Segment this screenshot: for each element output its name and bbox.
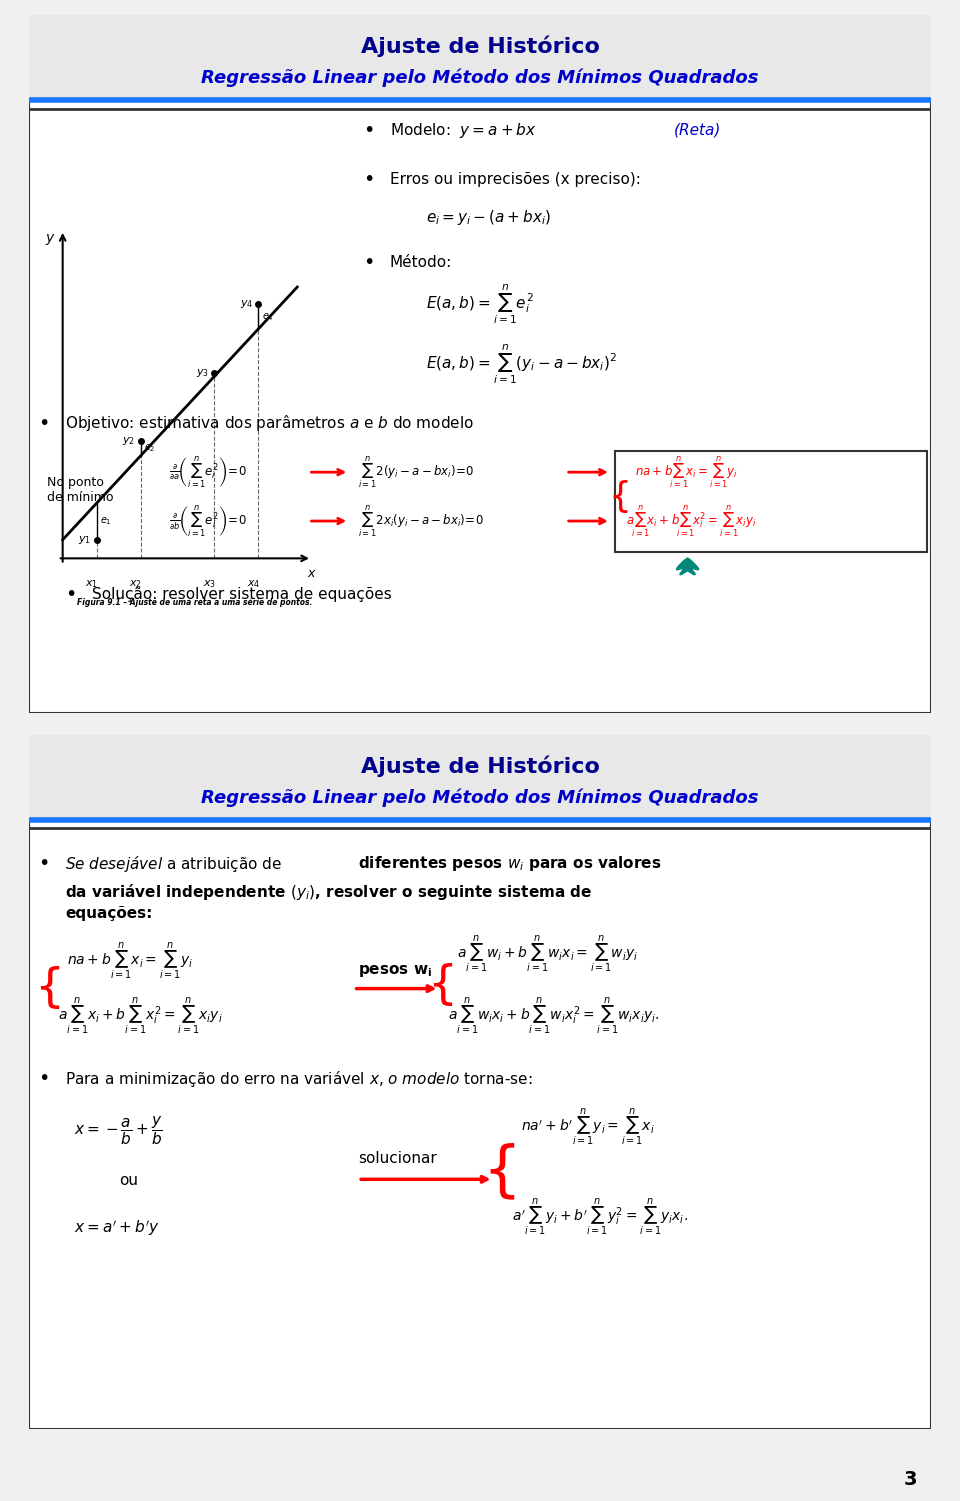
Text: •: • xyxy=(363,120,374,140)
Text: $x = -\dfrac{a}{b} + \dfrac{y}{b}$: $x = -\dfrac{a}{b} + \dfrac{y}{b}$ xyxy=(74,1114,163,1147)
Text: $\frac{\partial}{\partial a}\!\left(\sum_{i=1}^{n} e_i^2\right)\!=\!0$: $\frac{\partial}{\partial a}\!\left(\sum… xyxy=(169,455,247,489)
Text: $e_i = y_i - (a + bx_i)$: $e_i = y_i - (a + bx_i)$ xyxy=(426,209,551,227)
Text: $Se$ $desejável$ a atribuição de: $Se$ $desejável$ a atribuição de xyxy=(65,854,283,874)
Text: solucionar: solucionar xyxy=(358,1151,437,1166)
Text: $na + b\!\sum_{i=1}^{n}\! x_i = \sum_{i=1}^{n} y_i$: $na + b\!\sum_{i=1}^{n}\! x_i = \sum_{i=… xyxy=(636,455,738,489)
Text: •: • xyxy=(37,1069,49,1088)
Text: $y_4$: $y_4$ xyxy=(240,299,253,311)
FancyBboxPatch shape xyxy=(29,15,931,99)
Text: No ponto
de mínimo: No ponto de mínimo xyxy=(47,476,113,504)
Text: $y_1$: $y_1$ xyxy=(79,534,91,546)
Text: $x_1$: $x_1$ xyxy=(85,578,99,590)
Text: Regressão Linear pelo Método dos Mínimos Quadrados: Regressão Linear pelo Método dos Mínimos… xyxy=(202,788,758,808)
Text: $na' + b'\sum_{i=1}^{n} y_i = \sum_{i=1}^{n} x_i$: $na' + b'\sum_{i=1}^{n} y_i = \sum_{i=1}… xyxy=(520,1106,655,1148)
Text: $e_2$: $e_2$ xyxy=(144,443,156,453)
Text: •: • xyxy=(37,854,49,874)
Text: $x_2$: $x_2$ xyxy=(130,578,142,590)
Text: {: { xyxy=(482,1142,521,1202)
Text: equações:: equações: xyxy=(65,907,153,922)
Text: $\sum_{i=1}^{n} 2x_i(y_i - a - bx_i)\!=\!0$: $\sum_{i=1}^{n} 2x_i(y_i - a - bx_i)\!=\… xyxy=(358,503,484,539)
FancyBboxPatch shape xyxy=(29,735,931,1429)
Text: •: • xyxy=(363,254,374,272)
Text: diferentes pesos $w_i$ para os valores: diferentes pesos $w_i$ para os valores xyxy=(358,854,661,874)
Text: $a\!\sum_{i=1}^{n}\! x_i + b\!\sum_{i=1}^{n}\! x_i^2 = \sum_{i=1}^{n}\! x_i y_i$: $a\!\sum_{i=1}^{n}\! x_i + b\!\sum_{i=1}… xyxy=(626,503,756,539)
Text: $y$: $y$ xyxy=(45,233,56,248)
Text: •: • xyxy=(37,414,49,432)
Text: $x = a' + b'y$: $x = a' + b'y$ xyxy=(74,1217,159,1238)
Text: $E(a,b) = \sum_{i=1}^{n} (y_i - a - bx_i)^2$: $E(a,b) = \sum_{i=1}^{n} (y_i - a - bx_i… xyxy=(426,342,617,386)
Text: $E(a,b) = \sum_{i=1}^{n} e_i^2$: $E(a,b) = \sum_{i=1}^{n} e_i^2$ xyxy=(426,284,534,326)
Text: $y_3$: $y_3$ xyxy=(196,366,208,378)
Text: Ajuste de Histórico: Ajuste de Histórico xyxy=(361,757,599,778)
Text: Figura 9.1 – Ajuste de uma reta a uma série de pontos.: Figura 9.1 – Ajuste de uma reta a uma sé… xyxy=(78,597,313,606)
Text: Objetivo: estimativa dos parâmetros $a$ e $b$ do modelo: Objetivo: estimativa dos parâmetros $a$ … xyxy=(65,413,474,434)
Text: {: { xyxy=(427,962,457,1007)
Text: Modelo:  $y = a + bx$: Modelo: $y = a + bx$ xyxy=(390,120,537,140)
Text: Erros ou imprecisões (x preciso):: Erros ou imprecisões (x preciso): xyxy=(390,171,640,186)
Text: $x_3$: $x_3$ xyxy=(203,578,216,590)
FancyBboxPatch shape xyxy=(615,452,926,552)
Text: $a\sum_{i=1}^{n} w_i x_i + b\sum_{i=1}^{n} w_i x_i^2 = \sum_{i=1}^{n} w_i x_i y_: $a\sum_{i=1}^{n} w_i x_i + b\sum_{i=1}^{… xyxy=(448,995,660,1037)
Text: Método:: Método: xyxy=(390,255,452,270)
Text: $e_1$: $e_1$ xyxy=(100,515,112,527)
Text: $x$: $x$ xyxy=(307,567,317,579)
Text: $a\sum_{i=1}^{n} x_i + b\sum_{i=1}^{n} x_i^2 = \sum_{i=1}^{n} x_i y_i$: $a\sum_{i=1}^{n} x_i + b\sum_{i=1}^{n} x… xyxy=(58,995,223,1037)
Text: ou: ou xyxy=(119,1174,138,1189)
Text: {: { xyxy=(34,967,63,1012)
Text: $na + b\sum_{i=1}^{n} x_i = \sum_{i=1}^{n} y_i$: $na + b\sum_{i=1}^{n} x_i = \sum_{i=1}^{… xyxy=(66,940,193,982)
Text: Solução: resolver sistema de equações: Solução: resolver sistema de equações xyxy=(92,587,392,602)
Text: $\sum_{i=1}^{n} 2(y_i - a - bx_i)\!=\!0$: $\sum_{i=1}^{n} 2(y_i - a - bx_i)\!=\!0$ xyxy=(358,455,474,489)
Text: $y_2$: $y_2$ xyxy=(122,435,135,447)
Text: 3: 3 xyxy=(903,1469,917,1489)
FancyBboxPatch shape xyxy=(29,15,931,713)
Text: Regressão Linear pelo Método dos Mínimos Quadrados: Regressão Linear pelo Método dos Mínimos… xyxy=(202,69,758,87)
Text: $a\sum_{i=1}^{n} w_i + b\sum_{i=1}^{n} w_i x_i = \sum_{i=1}^{n} w_i y_i$: $a\sum_{i=1}^{n} w_i + b\sum_{i=1}^{n} w… xyxy=(457,934,638,974)
Text: Para a minimização do erro na variável $x$, $o$ $modelo$ torna-se:: Para a minimização do erro na variável $… xyxy=(65,1069,533,1088)
Text: {: { xyxy=(609,480,632,513)
Text: Ajuste de Histórico: Ajuste de Histórico xyxy=(361,36,599,57)
Text: pesos $\mathbf{w_i}$: pesos $\mathbf{w_i}$ xyxy=(358,964,432,979)
Text: $e_4$: $e_4$ xyxy=(261,311,274,323)
Text: (Reta): (Reta) xyxy=(674,123,721,138)
Text: •: • xyxy=(363,170,374,189)
FancyBboxPatch shape xyxy=(29,735,931,818)
Text: •: • xyxy=(65,585,76,603)
Text: $\frac{\partial}{\partial b}\!\left(\sum_{i=1}^{n} e_i^2\right)\!=\!0$: $\frac{\partial}{\partial b}\!\left(\sum… xyxy=(169,503,247,539)
Text: da variável independente $(y_i)$, resolver o seguinte sistema de: da variável independente $(y_i)$, resolv… xyxy=(65,881,592,902)
Text: $a'\sum_{i=1}^{n} y_i + b'\sum_{i=1}^{n} y_i^2 = \sum_{i=1}^{n} y_i x_i.$: $a'\sum_{i=1}^{n} y_i + b'\sum_{i=1}^{n}… xyxy=(512,1196,687,1238)
Text: $x_4$: $x_4$ xyxy=(247,578,260,590)
